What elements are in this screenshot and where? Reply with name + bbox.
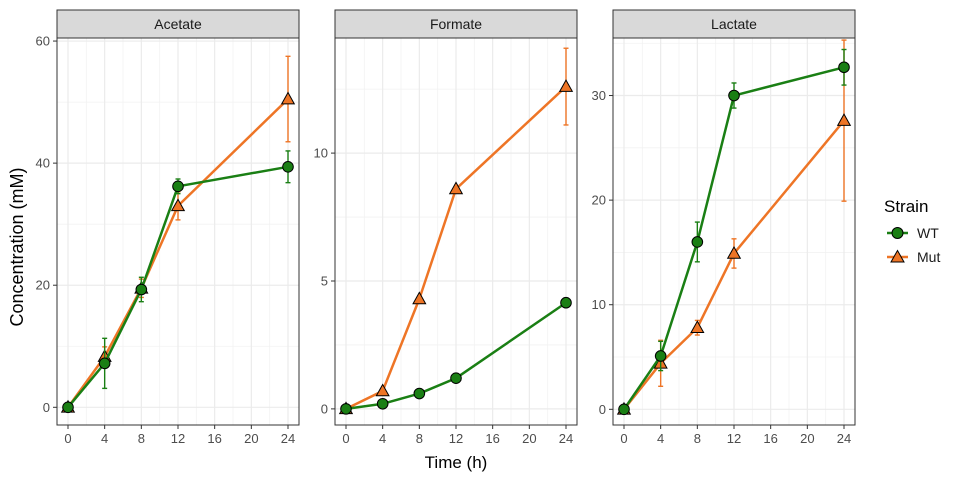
facet-title: Formate <box>430 16 482 32</box>
series-wt <box>340 296 572 415</box>
y-tick-label: 0 <box>321 401 328 416</box>
legend-marker-wt <box>891 227 904 239</box>
data-point <box>450 372 462 384</box>
legend-label-mut: Mut <box>917 249 940 265</box>
x-tick-label: 16 <box>207 431 221 446</box>
data-point <box>376 397 389 410</box>
legend: Strain WT Mut <box>884 197 940 265</box>
y-axis-label: Concentration (mM) <box>7 167 27 326</box>
x-tick-label: 12 <box>727 431 741 446</box>
panel-border <box>56 37 300 426</box>
data-point <box>340 403 352 415</box>
panel-border <box>334 37 578 426</box>
x-tick-label: 0 <box>64 431 71 446</box>
legend-entry-wt: WT <box>887 225 939 241</box>
x-tick-label: 16 <box>485 431 499 446</box>
data-point <box>691 236 704 248</box>
y-tick-label: 10 <box>592 297 606 312</box>
data-point <box>448 181 464 195</box>
x-tick-label: 0 <box>620 431 627 446</box>
y-tick-label: 5 <box>321 273 328 288</box>
facet-strip <box>334 9 578 39</box>
data-point <box>375 383 390 397</box>
facet-acetate: Acetate 0 4 8 12 16 20 24 0 20 40 60 <box>36 9 300 446</box>
data-point <box>728 89 740 102</box>
data-point <box>98 357 111 370</box>
series-wt <box>62 150 294 414</box>
x-tick-label: 4 <box>657 431 664 446</box>
y-tick-label: 60 <box>36 34 50 49</box>
x-tick-label: 20 <box>522 431 536 446</box>
data-point <box>560 296 572 309</box>
x-tick-label: 12 <box>449 431 463 446</box>
x-tick-label: 8 <box>694 431 701 446</box>
x-tick-label: 20 <box>244 431 258 446</box>
data-point <box>413 387 426 400</box>
data-point <box>836 113 852 126</box>
x-tick-label: 12 <box>171 431 185 446</box>
x-tick-label: 24 <box>559 431 573 446</box>
data-point <box>690 320 705 334</box>
data-point <box>282 160 294 173</box>
y-tick-label: 10 <box>314 146 328 161</box>
facet-formate: Formate 0 4 8 12 16 20 24 0 5 10 <box>314 9 578 446</box>
data-point <box>838 61 850 74</box>
data-point <box>172 180 184 193</box>
facet-strip <box>56 9 300 39</box>
x-tick-label: 0 <box>342 431 349 446</box>
data-point <box>618 403 630 416</box>
facet-lactate: Lactate 0 4 8 12 16 20 24 0 10 20 30 <box>592 9 856 446</box>
y-tick-label: 30 <box>592 88 606 103</box>
data-point <box>558 79 574 92</box>
facet-title: Acetate <box>154 16 202 32</box>
x-axis-label: Time (h) <box>425 453 488 472</box>
x-tick-label: 4 <box>379 431 386 446</box>
legend-title: Strain <box>884 197 928 216</box>
y-tick-label: 0 <box>43 400 50 415</box>
data-point <box>280 91 296 105</box>
series-wt <box>618 48 850 416</box>
legend-label-wt: WT <box>917 225 939 241</box>
x-tick-label: 20 <box>800 431 814 446</box>
x-tick-label: 8 <box>416 431 423 446</box>
y-tick-label: 20 <box>592 193 606 208</box>
y-tick-label: 0 <box>599 402 606 417</box>
panel-border <box>612 37 856 426</box>
data-point <box>135 283 148 296</box>
y-tick-label: 20 <box>36 278 50 293</box>
facet-title: Lactate <box>711 16 757 32</box>
facet-strip <box>612 9 856 39</box>
data-point <box>654 350 667 362</box>
x-tick-label: 24 <box>281 431 295 446</box>
data-point <box>62 401 74 414</box>
x-tick-label: 24 <box>837 431 851 446</box>
x-tick-label: 16 <box>763 431 777 446</box>
legend-entry-mut: Mut <box>887 249 940 265</box>
data-point <box>726 245 742 259</box>
x-tick-label: 4 <box>101 431 108 446</box>
legend-marker-mut <box>890 249 905 263</box>
x-tick-label: 8 <box>138 431 145 446</box>
data-point <box>412 291 427 305</box>
y-tick-label: 40 <box>36 156 50 171</box>
data-point <box>170 198 186 212</box>
